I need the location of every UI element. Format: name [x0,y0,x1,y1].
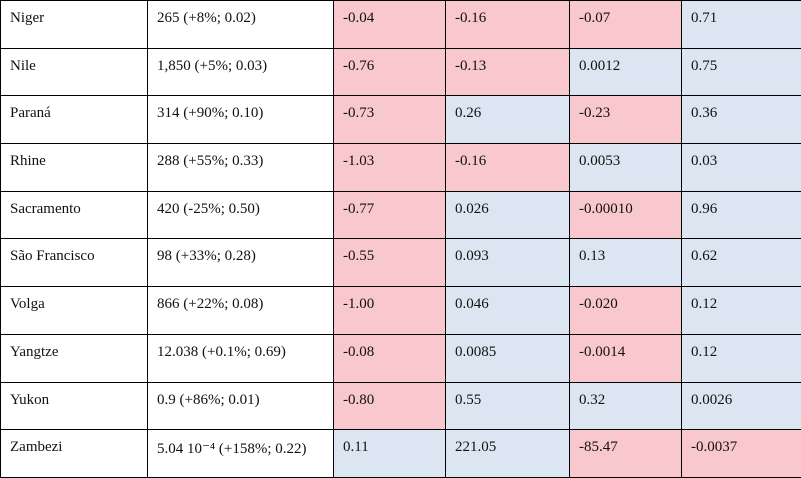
value-cell: 0.026 [446,191,570,239]
value-cell: 0.12 [682,287,801,335]
value-cell: 0.0012 [570,48,682,96]
flow-cell: 866 (+22%; 0.08) [148,287,334,335]
value-cell: 0.046 [446,287,570,335]
flow-cell: 265 (+8%; 0.02) [148,1,334,49]
value-cell: -0.0014 [570,334,682,382]
river-name: Volga [1,287,148,335]
value-cell: -0.73 [334,96,446,144]
value-cell: 0.0085 [446,334,570,382]
value-cell: 0.32 [570,382,682,430]
value-cell: 0.62 [682,239,801,287]
river-name: Paraná [1,96,148,144]
river-name: Niger [1,1,148,49]
river-name: Yukon [1,382,148,430]
value-cell: 0.96 [682,191,801,239]
flow-cell: 0.9 (+86%; 0.01) [148,382,334,430]
value-cell: -0.77 [334,191,446,239]
value-cell: 0.36 [682,96,801,144]
value-cell: 0.55 [446,382,570,430]
river-name: Nile [1,48,148,96]
flow-cell: 5.04 10⁻⁴ (+158%; 0.22) [148,430,334,478]
value-cell: -0.23 [570,96,682,144]
value-cell: 0.0053 [570,144,682,192]
flow-cell: 98 (+33%; 0.28) [148,239,334,287]
value-cell: 0.0026 [682,382,801,430]
value-cell: 0.12 [682,334,801,382]
value-cell: 221.05 [446,430,570,478]
flow-cell: 314 (+90%; 0.10) [148,96,334,144]
value-cell: -0.07 [570,1,682,49]
value-cell: 0.03 [682,144,801,192]
value-cell: -0.020 [570,287,682,335]
flow-cell: 12.038 (+0.1%; 0.69) [148,334,334,382]
value-cell: -0.08 [334,334,446,382]
value-cell: -0.13 [446,48,570,96]
river-name: Sacramento [1,191,148,239]
value-cell: -0.80 [334,382,446,430]
river-name: Yangtze [1,334,148,382]
value-cell: 0.26 [446,96,570,144]
value-cell: -85.47 [570,430,682,478]
value-cell: -0.0037 [682,430,801,478]
river-name: Zambezi [1,430,148,478]
river-name: Rhine [1,144,148,192]
value-cell: -0.16 [446,1,570,49]
value-cell: 0.11 [334,430,446,478]
river-name: São Francisco [1,239,148,287]
value-cell: -0.55 [334,239,446,287]
flow-cell: 420 (-25%; 0.50) [148,191,334,239]
flow-cell: 288 (+55%; 0.33) [148,144,334,192]
value-cell: -0.16 [446,144,570,192]
value-cell: -1.03 [334,144,446,192]
value-cell: -0.04 [334,1,446,49]
flow-cell: 1,850 (+5%; 0.03) [148,48,334,96]
value-cell: -0.76 [334,48,446,96]
value-cell: 0.093 [446,239,570,287]
value-cell: -1.00 [334,287,446,335]
value-cell: 0.75 [682,48,801,96]
value-cell: 0.71 [682,1,801,49]
value-cell: -0.00010 [570,191,682,239]
value-cell: 0.13 [570,239,682,287]
